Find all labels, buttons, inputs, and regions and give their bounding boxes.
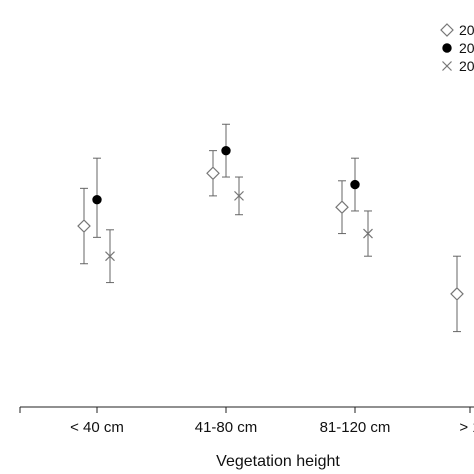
data-point [363, 228, 373, 239]
data-point [350, 179, 360, 190]
legend-label: 20 [459, 58, 474, 74]
x-axis-title: Vegetation height [216, 453, 340, 470]
data-point [92, 194, 102, 205]
data-point [105, 251, 115, 262]
data-marks [77, 123, 464, 333]
x-tick-label: < 40 cm [70, 419, 124, 436]
data-point [77, 219, 91, 233]
legend-label: 20 [459, 22, 474, 38]
x-axis: < 40 cm 41-80 cm 81-120 cm > 1 Vegetation he… [19, 406, 474, 470]
legend-marker [440, 23, 454, 37]
x-tick-label: 41-80 cm [195, 419, 258, 436]
data-point [221, 145, 231, 156]
data-point [450, 287, 464, 301]
x-tick-label: > 1 [459, 419, 474, 436]
legend-marker [442, 61, 452, 71]
legend-marker [442, 43, 452, 53]
legend-label: 20 [459, 40, 474, 56]
data-point [206, 166, 220, 181]
data-point [335, 200, 349, 215]
legend: 20 20 20 [440, 22, 474, 74]
data-point [234, 190, 244, 201]
x-tick-label: 81-120 cm [320, 419, 391, 436]
